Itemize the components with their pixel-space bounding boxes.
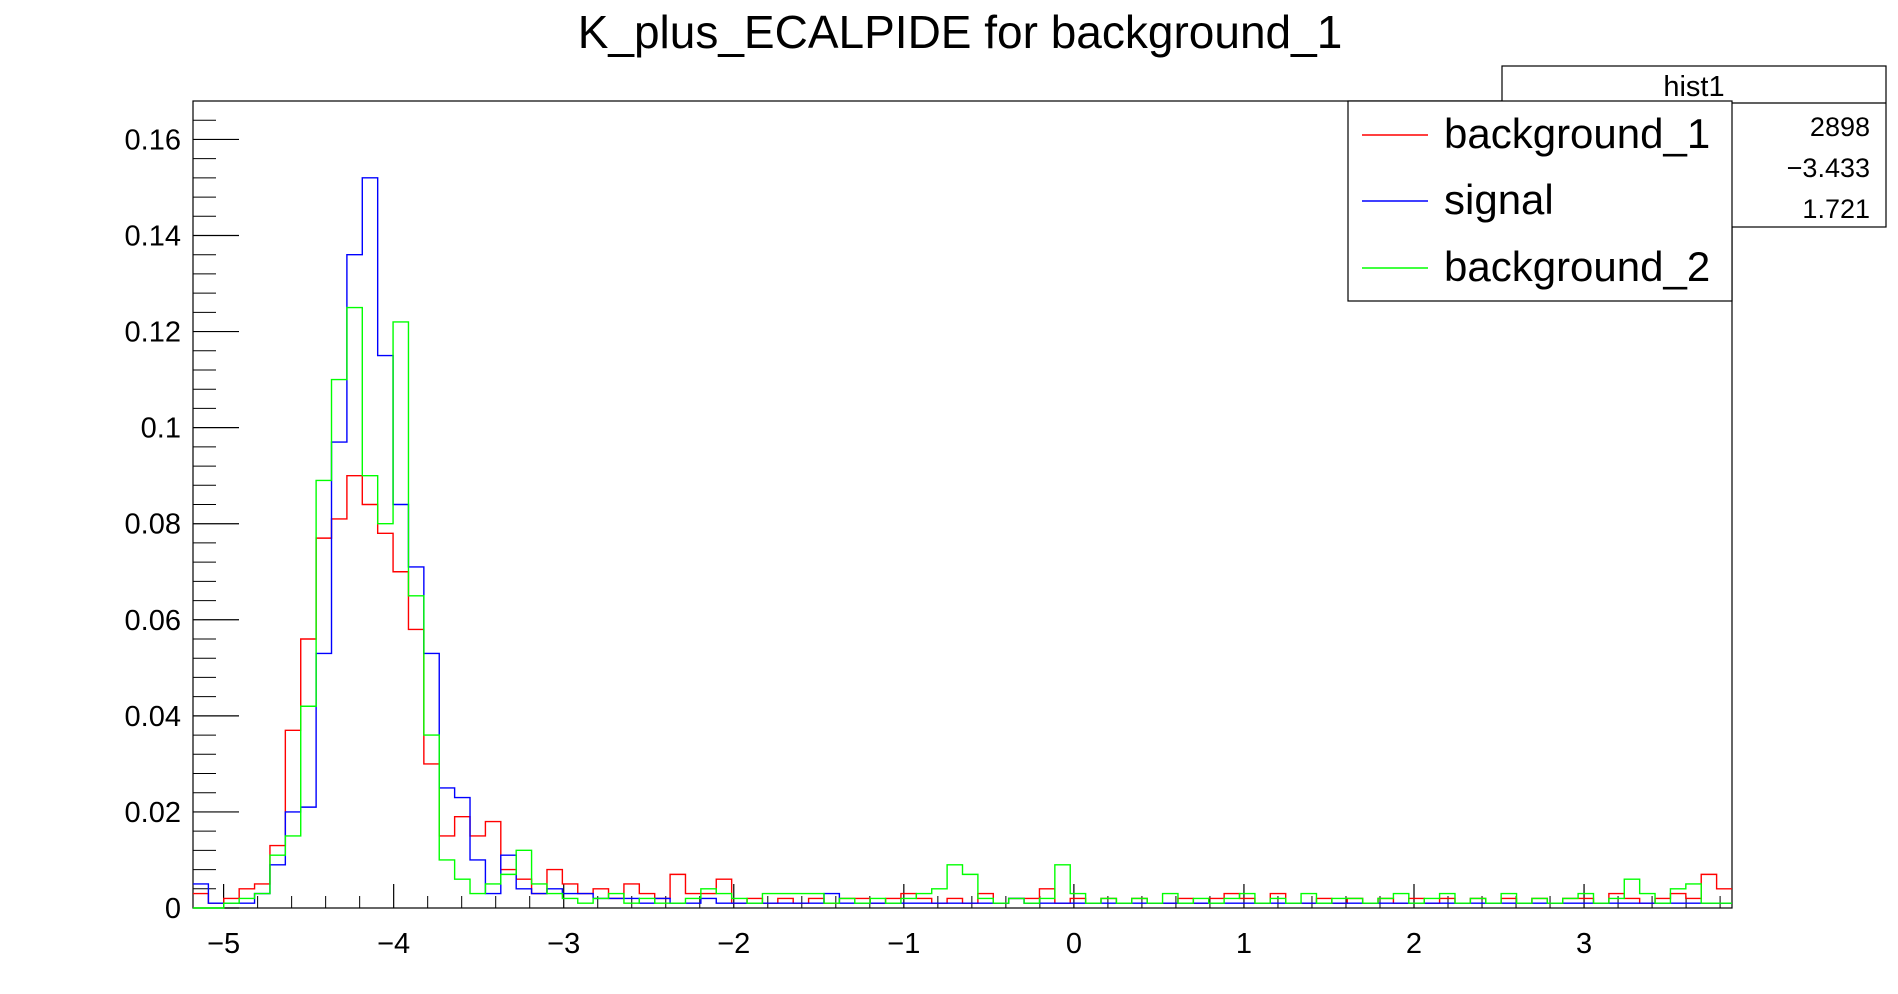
stats-stddev-value: 1.721: [1802, 194, 1870, 224]
x-tick-label: −2: [717, 928, 750, 960]
x-tick-label: 1: [1236, 928, 1252, 960]
chart-title: K_plus_ECALPIDE for background_1: [578, 6, 1343, 58]
y-tick-label: 0.14: [125, 221, 181, 253]
y-axis: 0 0.02 0.04 0.06 0.08 0.1 0.12 0.14 0.16: [125, 100, 239, 925]
x-axis: −5 −4 −3 −2 −1 0 1 2 3: [207, 884, 1721, 960]
x-tick-label: 3: [1576, 928, 1592, 960]
stats-mean-value: −3.433: [1787, 153, 1870, 183]
x-tick-label: 2: [1406, 928, 1422, 960]
series-line-signal: [193, 177, 1732, 904]
legend-label-signal: signal: [1444, 176, 1554, 223]
stats-box-title: hist1: [1663, 71, 1724, 103]
y-tick-label: 0.12: [125, 317, 181, 349]
y-tick-label: 0.02: [125, 797, 181, 829]
legend-label-background-2: background_2: [1444, 243, 1710, 290]
series-line-background-2: [193, 306, 1732, 909]
y-tick-label: 0.1: [141, 413, 181, 445]
y-tick-label: 0.04: [125, 701, 181, 733]
y-tick-label: 0: [165, 893, 181, 925]
x-tick-label: −5: [207, 928, 240, 960]
y-tick-label: 0.06: [125, 605, 181, 637]
x-tick-label: −1: [887, 928, 920, 960]
y-tick-label: 0.16: [125, 124, 181, 156]
legend: background_1 signal background_2: [1347, 100, 1733, 302]
y-tick-label: 0.08: [125, 509, 181, 541]
legend-label-background-1: background_1: [1444, 110, 1710, 157]
x-tick-label: −3: [547, 928, 580, 960]
stats-entries-value: 2898: [1810, 112, 1870, 142]
x-tick-label: 0: [1066, 928, 1082, 960]
x-tick-label: −4: [377, 928, 410, 960]
series-layer: [193, 177, 1732, 909]
